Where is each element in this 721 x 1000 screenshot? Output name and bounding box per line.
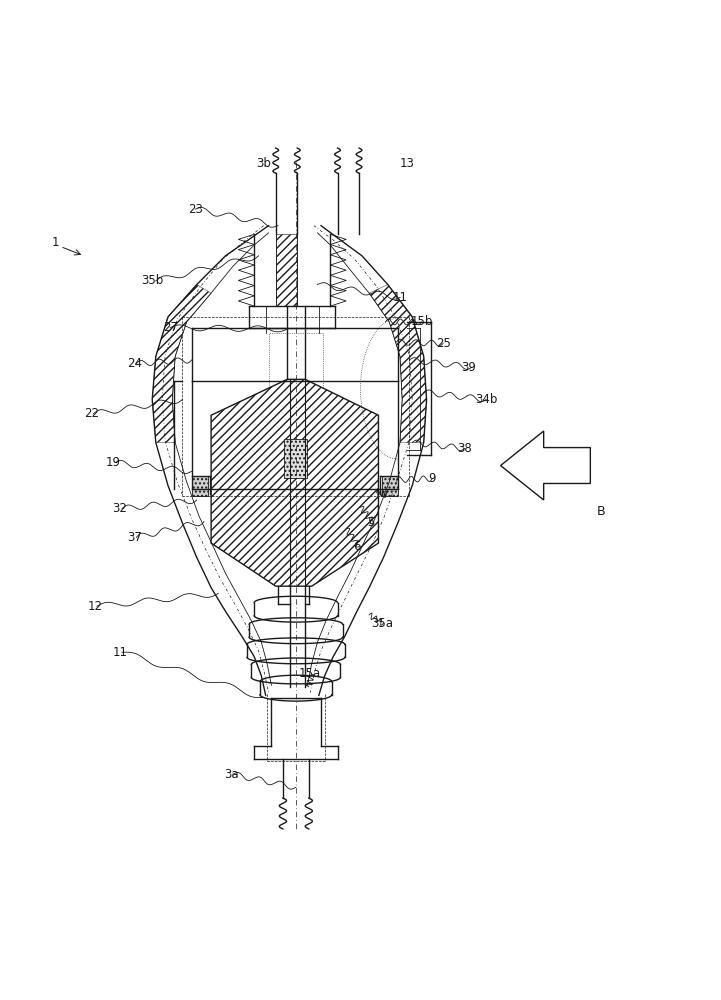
Text: 1: 1 <box>51 236 59 249</box>
Polygon shape <box>152 285 211 443</box>
Text: 7: 7 <box>382 488 389 501</box>
Bar <box>268 333 323 392</box>
Text: 35b: 35b <box>141 274 164 287</box>
Polygon shape <box>275 234 297 306</box>
Text: 12: 12 <box>87 600 102 613</box>
Text: 24: 24 <box>127 357 142 370</box>
Text: 15b: 15b <box>410 315 433 328</box>
Text: 32: 32 <box>112 502 128 515</box>
Text: 27: 27 <box>163 321 177 334</box>
Text: B: B <box>597 505 606 518</box>
Text: 6: 6 <box>353 540 360 553</box>
Polygon shape <box>369 285 427 443</box>
Bar <box>192 476 208 496</box>
Text: 34b: 34b <box>475 393 497 406</box>
Text: 35a: 35a <box>371 617 393 630</box>
Bar <box>284 439 307 478</box>
Text: 38: 38 <box>457 442 472 455</box>
Text: 37: 37 <box>127 531 142 544</box>
Text: 19: 19 <box>105 456 120 469</box>
Text: 15a: 15a <box>299 667 322 680</box>
Text: 3b: 3b <box>256 157 271 170</box>
Text: 39: 39 <box>461 361 476 374</box>
Polygon shape <box>211 379 379 586</box>
Text: 11: 11 <box>112 646 128 659</box>
Text: 3a: 3a <box>224 768 239 781</box>
Text: 5: 5 <box>368 516 375 529</box>
Text: 23: 23 <box>188 203 203 216</box>
Text: 25: 25 <box>435 337 451 350</box>
Text: 11: 11 <box>392 291 407 304</box>
Text: 13: 13 <box>399 157 415 170</box>
Polygon shape <box>500 431 590 500</box>
Bar <box>382 476 398 496</box>
Text: 22: 22 <box>84 407 99 420</box>
Text: 9: 9 <box>428 472 436 485</box>
